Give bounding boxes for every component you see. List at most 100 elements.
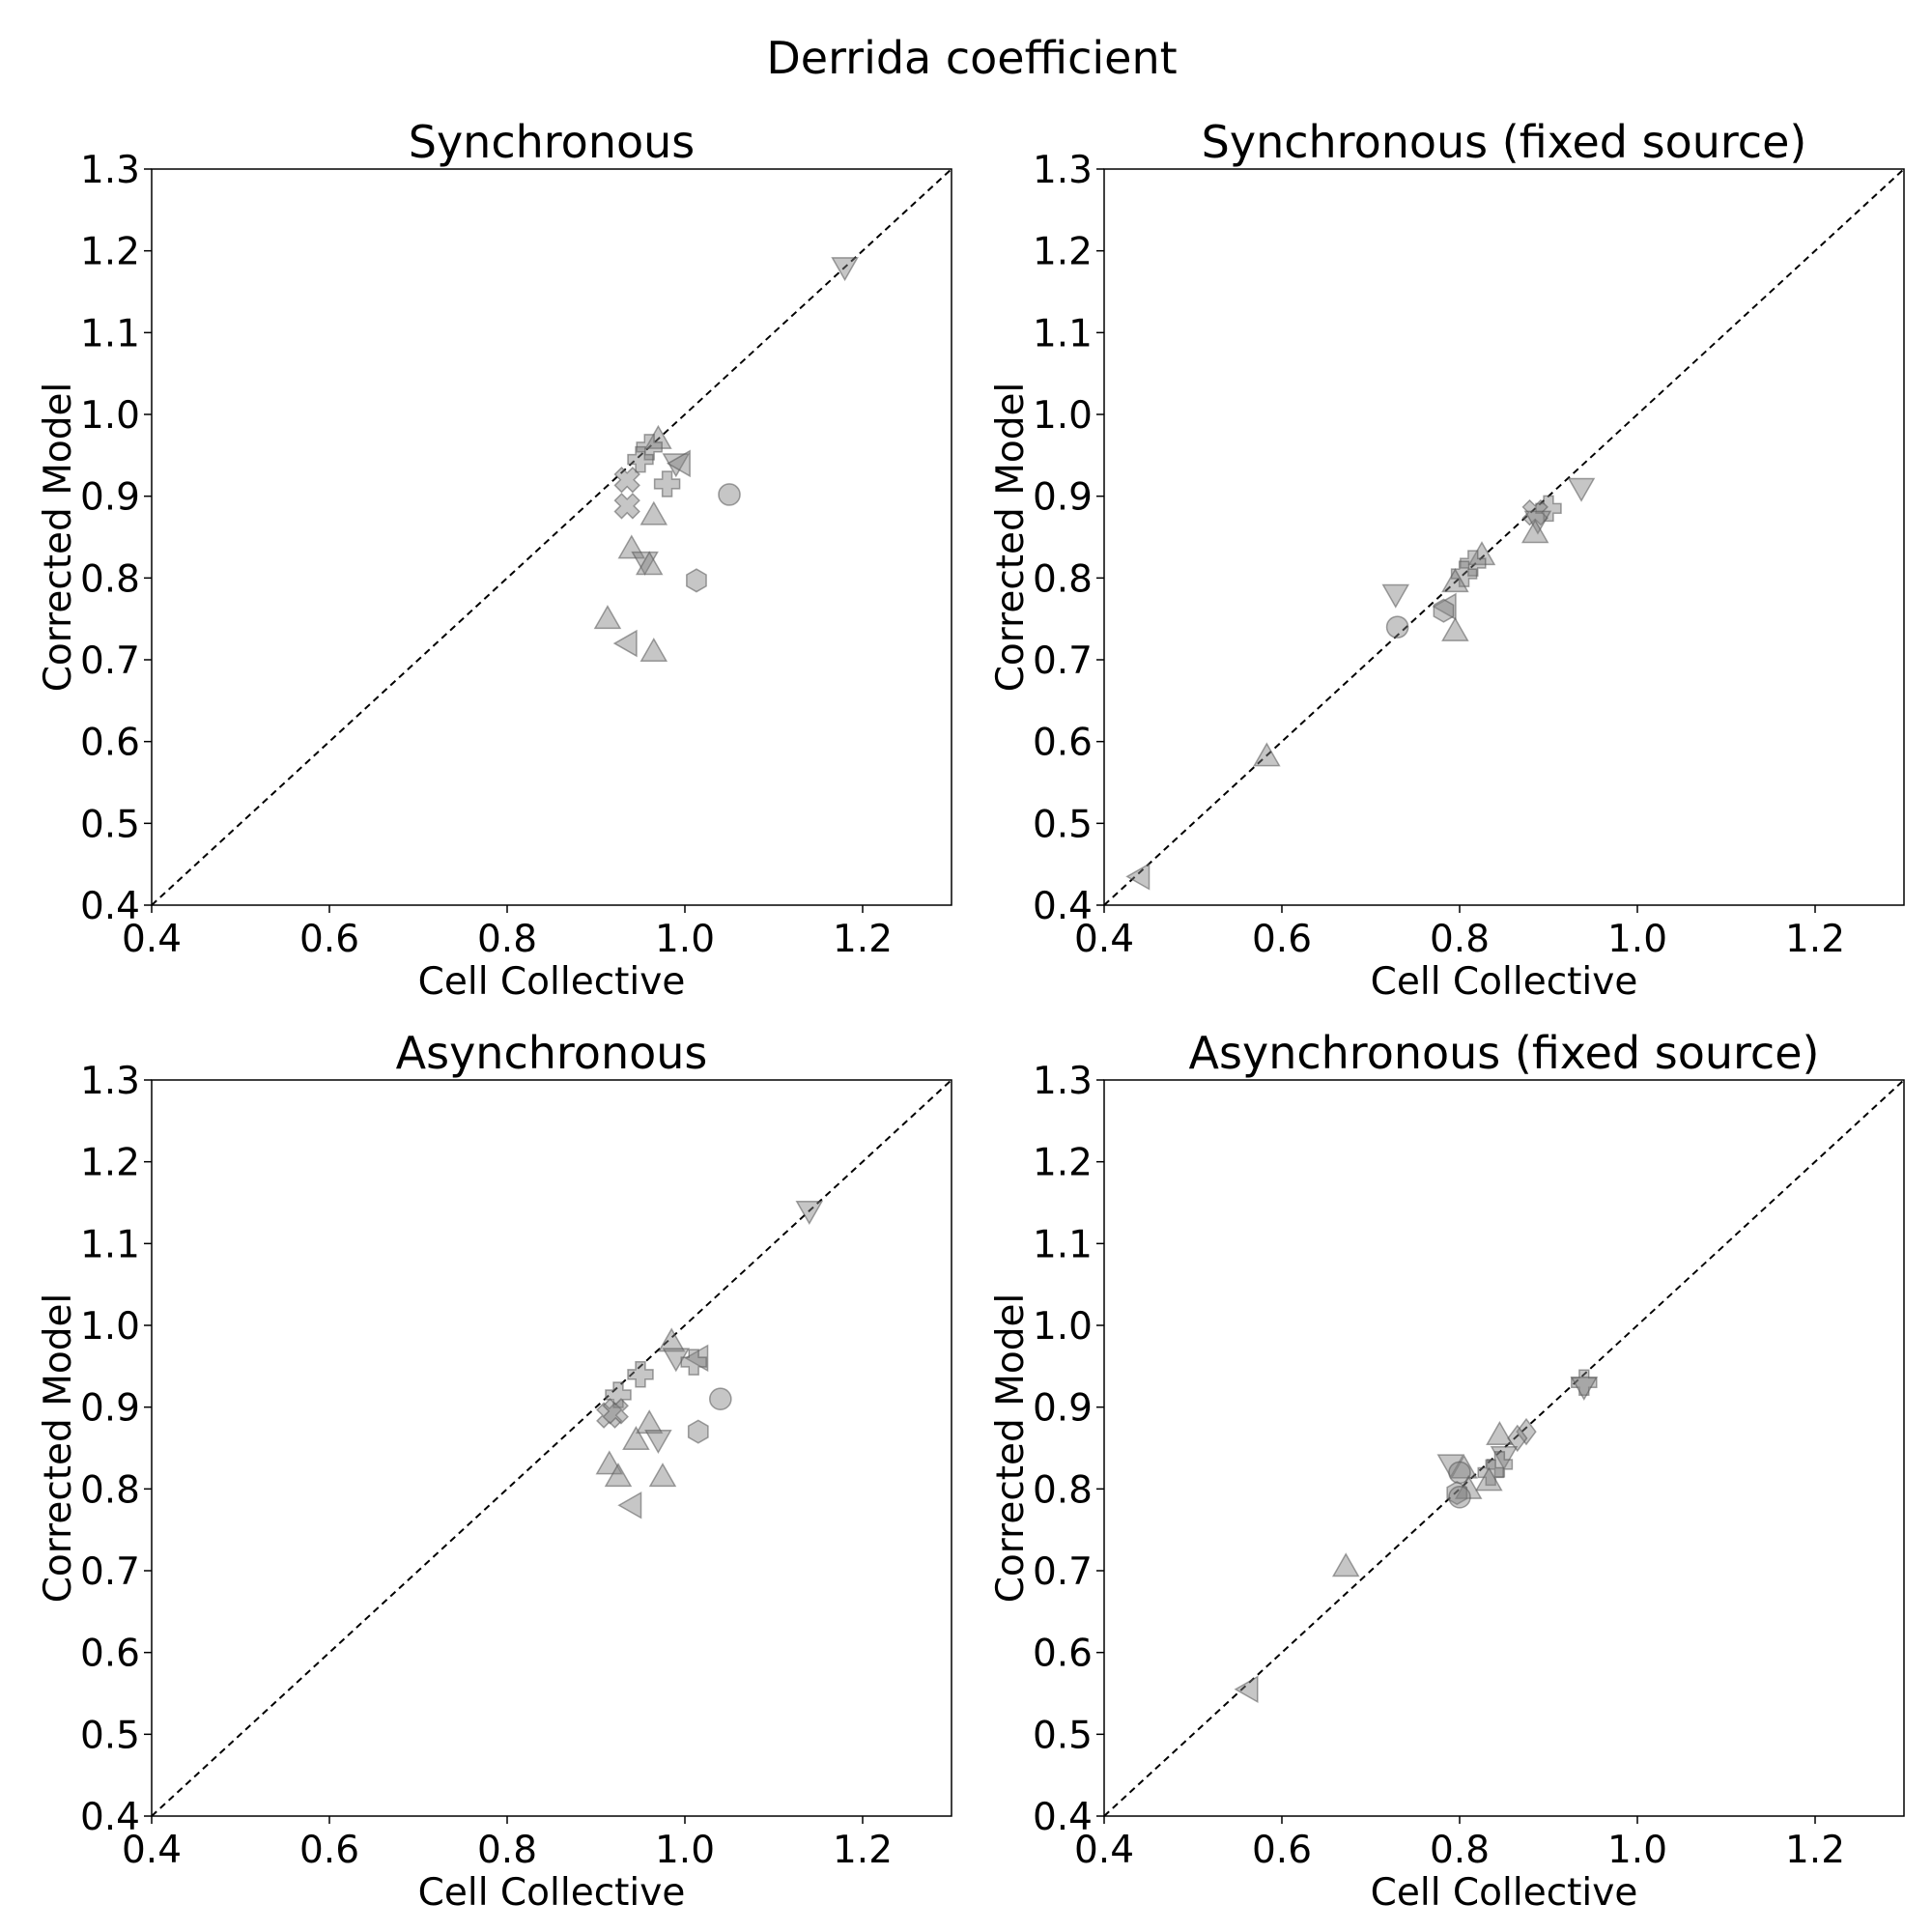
x-tick-label: 1.2 bbox=[833, 918, 893, 961]
data-point-diamond bbox=[1516, 1417, 1537, 1446]
data-point-plus bbox=[653, 470, 681, 497]
x-tick-label: 1.0 bbox=[655, 918, 715, 961]
x-tick-label: 1.2 bbox=[1785, 1829, 1845, 1872]
y-tick-label: 1.0 bbox=[1033, 1305, 1093, 1349]
y-tick-label: 1.3 bbox=[1033, 1060, 1093, 1103]
data-point-x bbox=[596, 1402, 623, 1429]
data-point-x bbox=[613, 493, 640, 520]
data-point-circle bbox=[709, 1387, 732, 1410]
plot-frame bbox=[151, 168, 952, 906]
data-point-x bbox=[613, 466, 640, 494]
plot-frame bbox=[1103, 168, 1905, 906]
panel-title: Asynchronous bbox=[396, 1027, 708, 1079]
identity-line bbox=[1103, 168, 1905, 906]
y-tick-label: 0.9 bbox=[1033, 476, 1093, 520]
y-tick-label: 0.5 bbox=[1033, 803, 1093, 846]
data-point-triangle-up bbox=[1253, 742, 1281, 767]
data-point-hexagon bbox=[686, 568, 707, 593]
y-tick-label: 1.2 bbox=[80, 1142, 140, 1185]
data-point-triangle-up bbox=[1475, 1466, 1503, 1492]
data-point-triangle-up bbox=[644, 424, 672, 449]
y-tick-label: 0.6 bbox=[80, 1633, 140, 1676]
data-point-hexagon bbox=[1433, 598, 1455, 623]
panel-title: Asynchronous (fixed source) bbox=[1189, 1027, 1820, 1079]
data-point-plus bbox=[627, 445, 654, 473]
x-tick-label: 1.0 bbox=[655, 1829, 715, 1872]
data-point-triangle-up bbox=[1441, 616, 1469, 641]
y-axis-label: Corrected Model bbox=[989, 1293, 1033, 1604]
scatter-panel-2: Asynchronous 0.4 0.6 0.8 1.0 1.2 0.4 0.5 0.6 0.7 0… bbox=[37, 1027, 952, 1915]
y-tick-label: 1.1 bbox=[1033, 1223, 1093, 1266]
panel-title: Synchronous bbox=[409, 116, 695, 168]
y-axis-label: Corrected Model bbox=[37, 1293, 80, 1604]
x-tick-label: 0.4 bbox=[1074, 918, 1134, 961]
y-tick-label: 0.8 bbox=[1033, 557, 1093, 601]
x-tick-label: 0.8 bbox=[1430, 1829, 1490, 1872]
data-point-circle bbox=[1448, 1486, 1471, 1509]
x-tick-label: 1.0 bbox=[1607, 1829, 1667, 1872]
data-point-plus bbox=[636, 434, 663, 461]
y-axis-label: Corrected Model bbox=[37, 383, 80, 693]
figure-title: Derrida coefficient bbox=[766, 32, 1177, 84]
y-tick-label: 1.2 bbox=[1033, 1142, 1093, 1185]
y-tick-label: 0.6 bbox=[1033, 1633, 1093, 1676]
x-axis-label: Cell Collective bbox=[1371, 960, 1638, 1004]
y-tick-label: 0.9 bbox=[80, 1387, 140, 1431]
chart-panels: Synchronous 0.4 0.6 0.8 1.0 1.2 0.4 0.5 0.6 0.7 0.… bbox=[37, 116, 1905, 1915]
x-tick-label: 0.6 bbox=[299, 918, 359, 961]
x-axis-label: Cell Collective bbox=[418, 1871, 686, 1915]
y-tick-label: 0.8 bbox=[80, 557, 140, 601]
data-point-triangle-up bbox=[639, 638, 668, 663]
y-tick-label: 1.3 bbox=[80, 1060, 140, 1103]
x-tick-label: 0.8 bbox=[477, 1829, 537, 1872]
data-point-plus bbox=[1535, 495, 1562, 523]
data-points bbox=[1234, 1369, 1599, 1704]
data-point-triangle-left bbox=[1234, 1675, 1259, 1704]
data-point-triangle-left bbox=[617, 1491, 642, 1520]
data-point-triangle-down bbox=[644, 1430, 672, 1455]
data-point-circle bbox=[1385, 615, 1409, 639]
data-point-circle bbox=[718, 483, 741, 506]
y-tick-label: 1.2 bbox=[1033, 231, 1093, 274]
y-tick-label: 1.1 bbox=[1033, 312, 1093, 355]
data-point-triangle-up bbox=[1520, 519, 1549, 544]
data-point-triangle-left bbox=[684, 1344, 709, 1373]
x-tick-label: 1.0 bbox=[1607, 918, 1667, 961]
y-tick-label: 1.1 bbox=[80, 312, 140, 355]
data-point-triangle-up bbox=[635, 1409, 664, 1435]
y-tick-label: 0.9 bbox=[1033, 1387, 1093, 1431]
data-point-triangle-up bbox=[1441, 568, 1469, 593]
data-point-plus bbox=[605, 1381, 632, 1408]
panel-title: Synchronous (fixed source) bbox=[1202, 116, 1807, 168]
data-point-triangle-down bbox=[631, 551, 659, 576]
y-tick-label: 0.4 bbox=[1033, 885, 1093, 928]
data-point-triangle-up bbox=[639, 500, 668, 526]
y-tick-label: 1.3 bbox=[1033, 149, 1093, 192]
y-tick-label: 0.6 bbox=[80, 722, 140, 765]
y-tick-label: 0.8 bbox=[1033, 1468, 1093, 1512]
x-axis-label: Cell Collective bbox=[418, 960, 686, 1004]
data-point-triangle-up bbox=[1467, 541, 1496, 566]
data-point-triangle-down bbox=[1523, 510, 1552, 535]
x-axis-label: Cell Collective bbox=[1371, 1871, 1638, 1915]
scatter-panel-1: Synchronous (fixed source) 0.4 0.6 0.8 1.0 1.… bbox=[989, 116, 1905, 1004]
y-tick-label: 1.3 bbox=[80, 149, 140, 192]
data-point-triangle-up bbox=[648, 1463, 677, 1488]
data-point-triangle-up bbox=[604, 1463, 633, 1488]
data-point-plus bbox=[627, 1361, 654, 1388]
data-point-triangle-left bbox=[666, 449, 691, 478]
x-tick-label: 1.2 bbox=[1785, 918, 1845, 961]
data-point-plus bbox=[680, 1349, 707, 1376]
x-tick-label: 0.4 bbox=[122, 918, 182, 961]
y-tick-label: 1.1 bbox=[80, 1223, 140, 1266]
y-tick-label: 0.7 bbox=[1033, 639, 1093, 683]
data-points bbox=[1125, 477, 1596, 891]
data-point-plus bbox=[1460, 550, 1487, 577]
data-point-triangle-up bbox=[593, 605, 622, 630]
y-tick-label: 0.5 bbox=[80, 1714, 140, 1757]
plot-frame bbox=[151, 1079, 952, 1817]
data-point-triangle-left bbox=[1125, 863, 1151, 891]
plot-frame bbox=[1103, 1079, 1905, 1817]
x-tick-label: 1.2 bbox=[833, 1829, 893, 1872]
x-tick-label: 0.6 bbox=[1252, 1829, 1312, 1872]
